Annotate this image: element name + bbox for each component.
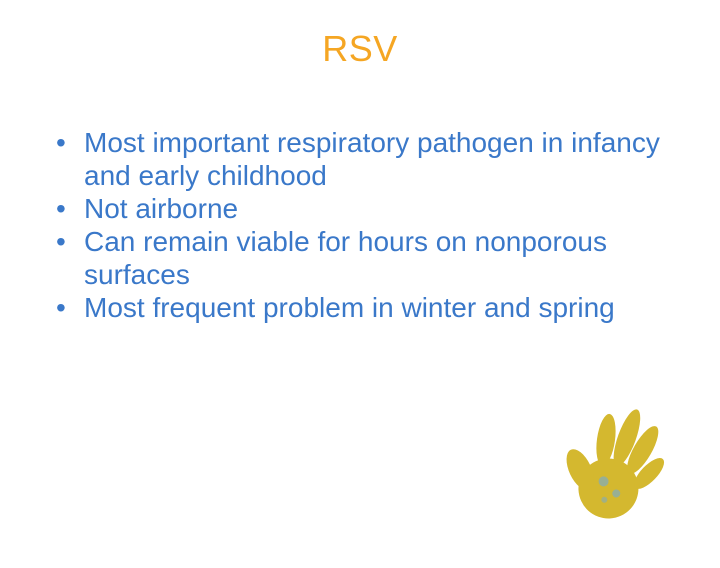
list-item: Most important respiratory pathogen in i… — [52, 126, 660, 192]
bullet-list: Most important respiratory pathogen in i… — [52, 126, 660, 324]
slide-title: RSV — [0, 28, 720, 70]
list-item: Most frequent problem in winter and spri… — [52, 291, 660, 324]
list-item: Can remain viable for hours on nonporous… — [52, 225, 660, 291]
handprint-icon — [542, 390, 692, 540]
list-item: Not airborne — [52, 192, 660, 225]
